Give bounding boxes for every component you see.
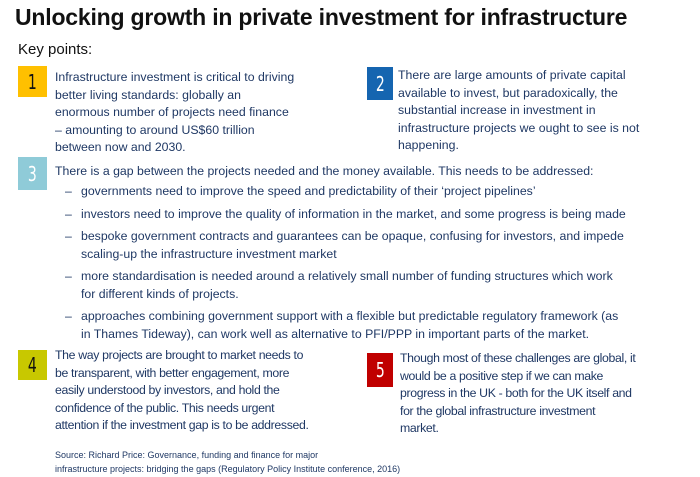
point-3-badge: 3: [18, 157, 47, 190]
text-line: would be a positive step if we can make: [400, 368, 604, 383]
text-line: market.: [400, 421, 439, 435]
dash-bullet-icon: –: [65, 269, 72, 283]
dash-bullet-icon: –: [65, 229, 72, 243]
point-3-text: There is a gap between the projects need…: [55, 163, 593, 181]
source-line: infrastructure projects: bridging the ga…: [55, 463, 401, 474]
key-points-label: Key points:: [18, 41, 93, 58]
point-5-badge: 5: [367, 353, 393, 387]
text-line: confidence of the public. This needs urg…: [55, 400, 275, 415]
text-line: There are large amounts of private capit…: [398, 68, 626, 82]
text-line: for the global infrastructure investment: [400, 403, 596, 418]
slide-title: Unlocking growth in private investment f…: [15, 4, 628, 30]
text-line: better living standards: globally an: [55, 87, 241, 102]
text-line: easily understood by investors, and hold…: [55, 383, 280, 397]
bullet-text-line: approaches combining government support …: [81, 309, 619, 323]
bullet-text-line: in Thames Tideway), can work well as alt…: [81, 326, 590, 341]
point-5-text: Though most of these challenges are glob…: [400, 350, 636, 438]
bullet-text-line: bespoke government contracts and guarant…: [81, 229, 624, 243]
text-line: happening.: [398, 138, 459, 152]
dash-bullet-icon: –: [65, 184, 72, 198]
text-line: substantial increase in investment in: [398, 103, 596, 117]
point-2-badge: 2: [367, 67, 393, 100]
bullet-text-line: scaling-up the infrastructure investment…: [81, 246, 337, 261]
text-line: Infrastructure investment is critical to…: [55, 70, 295, 84]
text-line: infrastructure projects we ought to see …: [398, 120, 640, 135]
point-2-text: There are large amounts of private capit…: [398, 67, 639, 155]
point-1-badge: 1: [18, 66, 47, 97]
text-line: progress in the UK - both for the UK its…: [400, 386, 632, 400]
text-line: be transparent, with better engagement, …: [55, 365, 290, 380]
dash-bullet-icon: –: [65, 206, 72, 221]
point-4-text: The way projects are brought to market n…: [55, 347, 309, 435]
source-citation: Source: Richard Price: Governance, fundi…: [55, 449, 400, 476]
bullet-item: – more standardisation is needed around a…: [65, 268, 626, 303]
bullet-item: – investors need to improve the quality o…: [65, 206, 626, 224]
bullet-text-line: investors need to improve the quality of…: [81, 206, 626, 221]
source-line: Source: Richard Price: Governance, fundi…: [55, 450, 319, 460]
bullet-text-line: for different kinds of projects.: [81, 286, 239, 301]
text-line: attention if the investment gap is to be…: [55, 418, 309, 432]
text-line: between now and 2030.: [55, 140, 186, 154]
text-line: Though most of these challenges are glob…: [400, 351, 636, 365]
bullet-item: – governments need to improve the speed a…: [65, 183, 626, 201]
bullet-text-line: more standardisation is needed around a …: [81, 269, 613, 283]
bullet-text-line: governments need to improve the speed an…: [81, 184, 536, 198]
bullet-item: – bespoke government contracts and guaran…: [65, 228, 626, 263]
point-4-badge: 4: [18, 350, 47, 380]
text-line: The way projects are brought to market n…: [55, 348, 304, 362]
point-1-text: Infrastructure investment is critical to…: [55, 69, 294, 157]
text-line: available to invest, but paradoxically, …: [398, 85, 618, 100]
text-line: There is a gap between the projects need…: [55, 164, 594, 178]
point-3-bullets: – governments need to improve the speed a…: [65, 183, 626, 348]
dash-bullet-icon: –: [65, 309, 72, 323]
text-line: enormous number of projects need finance: [55, 105, 289, 119]
text-line: – amounting to around US$60 trillion: [55, 122, 255, 137]
bullet-item: – approaches combining government support…: [65, 308, 626, 343]
